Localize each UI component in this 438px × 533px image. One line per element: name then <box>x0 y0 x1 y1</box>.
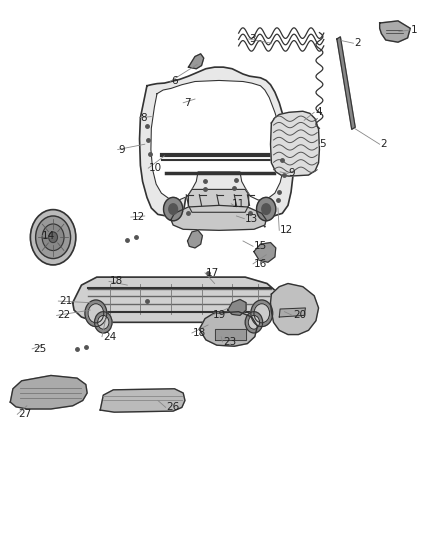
Text: 10: 10 <box>149 163 162 173</box>
Text: 18: 18 <box>193 328 206 338</box>
Circle shape <box>169 204 177 214</box>
Text: 19: 19 <box>212 310 226 320</box>
Text: 20: 20 <box>293 310 306 320</box>
Text: 4: 4 <box>315 107 321 117</box>
Text: 13: 13 <box>245 214 258 224</box>
Text: 12: 12 <box>280 225 293 236</box>
Polygon shape <box>73 277 280 322</box>
Polygon shape <box>271 111 319 176</box>
Text: 7: 7 <box>184 98 191 108</box>
Polygon shape <box>254 243 276 262</box>
Text: 9: 9 <box>119 144 125 155</box>
Text: 2: 2 <box>381 139 387 149</box>
Text: 11: 11 <box>232 199 245 209</box>
Text: 9: 9 <box>289 168 296 179</box>
Polygon shape <box>188 54 204 69</box>
Text: 16: 16 <box>254 259 267 269</box>
Circle shape <box>35 216 71 259</box>
Circle shape <box>163 197 183 221</box>
Circle shape <box>251 300 273 327</box>
Text: 27: 27 <box>18 409 32 419</box>
Polygon shape <box>11 375 87 409</box>
Text: 5: 5 <box>319 139 326 149</box>
Text: 12: 12 <box>132 212 145 222</box>
Text: 24: 24 <box>103 332 117 342</box>
Polygon shape <box>271 284 318 335</box>
Text: 17: 17 <box>206 268 219 278</box>
Text: 23: 23 <box>223 337 237 347</box>
Polygon shape <box>171 205 266 230</box>
Circle shape <box>257 197 276 221</box>
Polygon shape <box>380 21 410 42</box>
Text: 22: 22 <box>57 310 71 320</box>
Text: 3: 3 <box>250 34 256 44</box>
Circle shape <box>95 312 112 333</box>
Text: 1: 1 <box>411 25 418 35</box>
Circle shape <box>254 304 270 323</box>
Circle shape <box>30 209 76 265</box>
Polygon shape <box>140 67 293 216</box>
Circle shape <box>262 204 271 214</box>
Text: 18: 18 <box>110 277 123 286</box>
Circle shape <box>49 232 57 243</box>
Polygon shape <box>100 389 185 412</box>
Bar <box>215 329 246 340</box>
Circle shape <box>248 316 260 329</box>
Circle shape <box>245 312 263 333</box>
Polygon shape <box>228 300 246 316</box>
Text: 21: 21 <box>60 296 73 306</box>
Text: 8: 8 <box>141 112 147 123</box>
Polygon shape <box>151 80 284 200</box>
Text: 15: 15 <box>254 241 267 251</box>
Circle shape <box>98 316 109 329</box>
Polygon shape <box>337 37 355 130</box>
Text: 14: 14 <box>42 231 56 241</box>
Circle shape <box>85 300 107 327</box>
Polygon shape <box>187 230 202 248</box>
Text: 25: 25 <box>33 344 47 354</box>
Polygon shape <box>279 308 305 317</box>
Text: 6: 6 <box>171 77 177 86</box>
Polygon shape <box>199 312 258 346</box>
Circle shape <box>42 224 64 251</box>
Text: 26: 26 <box>166 402 180 413</box>
Polygon shape <box>188 189 249 212</box>
Circle shape <box>88 304 104 323</box>
Text: 2: 2 <box>354 38 361 48</box>
